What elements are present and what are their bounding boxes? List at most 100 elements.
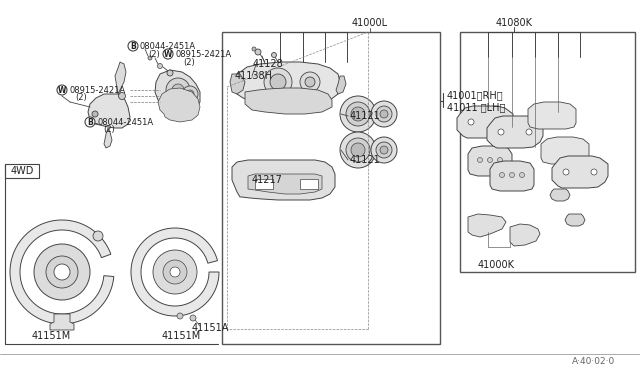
Polygon shape <box>468 214 506 237</box>
Text: W: W <box>58 86 66 94</box>
Circle shape <box>477 157 483 163</box>
Circle shape <box>488 157 493 163</box>
Circle shape <box>526 129 532 135</box>
Circle shape <box>520 173 525 177</box>
Circle shape <box>468 119 474 125</box>
Circle shape <box>255 49 261 55</box>
Text: 41000L: 41000L <box>352 18 388 28</box>
Circle shape <box>128 41 138 51</box>
Circle shape <box>305 77 315 87</box>
Text: 41011 〈LH〉: 41011 〈LH〉 <box>447 102 506 112</box>
Circle shape <box>166 78 190 102</box>
Bar <box>255 179 273 189</box>
Polygon shape <box>155 70 200 114</box>
Circle shape <box>371 101 397 127</box>
Polygon shape <box>528 102 576 129</box>
Text: (2): (2) <box>148 49 160 58</box>
Polygon shape <box>104 128 112 148</box>
Circle shape <box>591 169 597 175</box>
Text: (2): (2) <box>103 125 115 134</box>
Polygon shape <box>336 76 346 94</box>
Polygon shape <box>550 189 570 201</box>
Polygon shape <box>88 94 130 128</box>
Circle shape <box>376 142 392 158</box>
Circle shape <box>346 138 370 162</box>
Circle shape <box>93 231 103 241</box>
Circle shape <box>167 70 173 76</box>
Text: 4WD: 4WD <box>10 166 34 176</box>
Circle shape <box>157 64 163 68</box>
Text: 41151M: 41151M <box>162 331 201 341</box>
Circle shape <box>496 119 502 125</box>
Circle shape <box>172 84 184 96</box>
Circle shape <box>186 90 194 98</box>
Circle shape <box>85 117 95 127</box>
Circle shape <box>54 264 70 280</box>
Circle shape <box>499 173 504 177</box>
Circle shape <box>92 111 98 117</box>
Polygon shape <box>232 160 335 200</box>
Bar <box>5 164 39 178</box>
Polygon shape <box>245 88 332 114</box>
Text: 41151M: 41151M <box>32 331 71 341</box>
Text: W: W <box>164 49 172 58</box>
Text: 41128: 41128 <box>253 59 284 69</box>
Circle shape <box>563 169 569 175</box>
Circle shape <box>34 244 90 300</box>
Polygon shape <box>487 116 543 148</box>
Text: 41121: 41121 <box>350 111 381 121</box>
Circle shape <box>498 129 504 135</box>
Text: A·40·02·0: A·40·02·0 <box>572 357 615 366</box>
Circle shape <box>300 72 320 92</box>
Text: B: B <box>130 42 136 51</box>
Polygon shape <box>237 62 340 104</box>
Circle shape <box>497 157 502 163</box>
Text: (2): (2) <box>75 93 87 102</box>
Text: 41000K: 41000K <box>478 260 515 270</box>
Circle shape <box>264 68 292 96</box>
Circle shape <box>270 74 286 90</box>
Circle shape <box>380 110 388 118</box>
Text: 41080K: 41080K <box>495 18 532 28</box>
Polygon shape <box>10 220 114 324</box>
Circle shape <box>118 93 125 99</box>
Circle shape <box>163 49 173 59</box>
Polygon shape <box>250 166 272 184</box>
Polygon shape <box>248 174 322 194</box>
Bar <box>460 32 635 272</box>
Polygon shape <box>457 106 513 138</box>
Circle shape <box>190 315 196 321</box>
Bar <box>300 179 318 189</box>
Polygon shape <box>115 62 126 94</box>
Text: 08915-2421A: 08915-2421A <box>175 49 231 58</box>
Bar <box>222 32 440 344</box>
Text: 41001〈RH〉: 41001〈RH〉 <box>447 90 504 100</box>
Circle shape <box>380 146 388 154</box>
Text: 08915-2421A: 08915-2421A <box>69 86 125 94</box>
Circle shape <box>371 137 397 163</box>
Polygon shape <box>541 137 589 164</box>
Polygon shape <box>565 214 585 226</box>
Polygon shape <box>50 314 74 330</box>
Text: (2): (2) <box>183 58 195 67</box>
Text: 41121: 41121 <box>350 155 381 165</box>
Circle shape <box>346 102 370 126</box>
Circle shape <box>340 132 376 168</box>
Text: 41138H: 41138H <box>235 71 273 81</box>
Circle shape <box>170 267 180 277</box>
Circle shape <box>271 52 276 58</box>
Text: B: B <box>87 118 93 126</box>
Circle shape <box>252 47 256 51</box>
Circle shape <box>163 260 187 284</box>
Circle shape <box>509 173 515 177</box>
Polygon shape <box>510 224 540 246</box>
Text: 41151A: 41151A <box>192 323 229 333</box>
Circle shape <box>153 250 197 294</box>
Polygon shape <box>552 156 608 188</box>
Circle shape <box>57 85 67 95</box>
Circle shape <box>351 107 365 121</box>
Text: 41217: 41217 <box>252 175 283 185</box>
Polygon shape <box>131 228 219 316</box>
Text: 08044-2451A: 08044-2451A <box>140 42 196 51</box>
Circle shape <box>351 143 365 157</box>
